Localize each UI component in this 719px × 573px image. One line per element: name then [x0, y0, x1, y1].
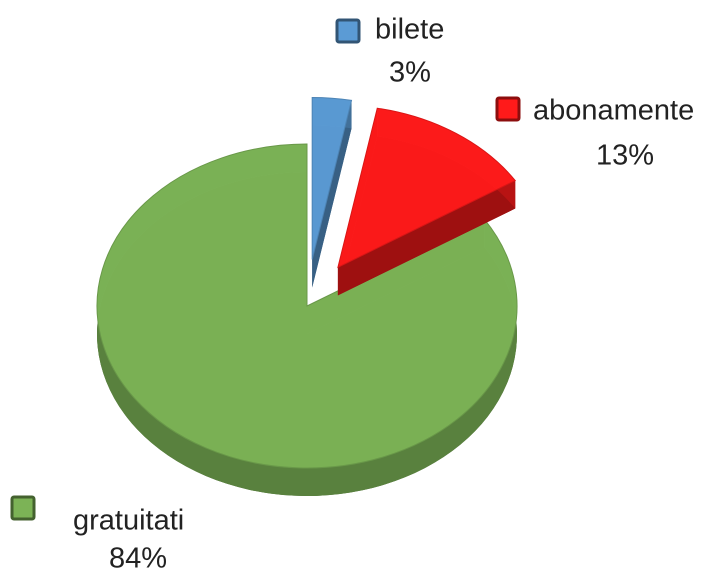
legend-marker: [495, 96, 521, 122]
slice-label: gratuitati: [73, 505, 184, 537]
legend-marker: [335, 18, 361, 44]
legend-marker: [10, 495, 36, 521]
slice-wall: [337, 180, 516, 296]
slice: [311, 96, 353, 260]
slice: [337, 107, 517, 269]
slice-value-label: 3%: [389, 57, 431, 89]
slice-label: abonamente: [533, 95, 694, 127]
slice-value-label: 13%: [596, 140, 654, 172]
slice: [96, 143, 518, 469]
slice-label: bilete: [375, 14, 444, 46]
slice-value-label: 84%: [109, 543, 167, 573]
slice-wall: [312, 100, 352, 288]
